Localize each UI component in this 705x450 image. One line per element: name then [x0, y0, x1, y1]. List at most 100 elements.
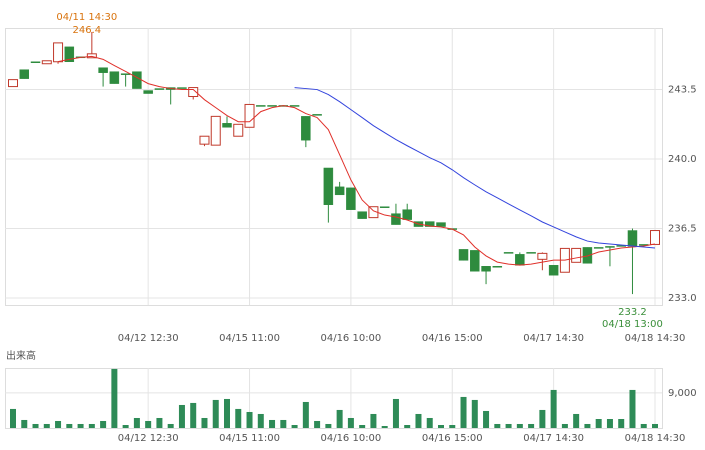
volume-bar — [528, 423, 535, 428]
candle-body — [98, 67, 108, 73]
moving-average-line — [57, 55, 656, 266]
x-tick-label: 04/16 10:00 — [320, 433, 381, 444]
y-tick-label: 233.0 — [668, 293, 697, 304]
candle-body — [244, 103, 255, 128]
candle-body — [503, 252, 514, 254]
candle-body — [650, 230, 660, 245]
volume-bar — [584, 423, 591, 428]
candle-body — [334, 186, 345, 196]
volume-bar — [156, 417, 163, 428]
volume-bar — [415, 413, 422, 428]
candle-body — [357, 211, 367, 219]
volume-bar — [43, 423, 50, 428]
volume-bar — [88, 423, 95, 428]
volume-bar — [133, 417, 140, 428]
candle-body — [109, 71, 120, 84]
x-tick-label: 04/12 12:30 — [118, 333, 179, 344]
moving-average-line — [294, 87, 656, 249]
candle-body — [391, 213, 401, 225]
candle-body — [582, 247, 593, 264]
volume-bar — [314, 420, 321, 428]
candle-body — [53, 42, 64, 63]
candle-body — [481, 266, 491, 272]
x-tick-label: 04/15 11:00 — [219, 333, 280, 344]
volume-bar — [10, 408, 16, 428]
volume-bar — [652, 423, 658, 428]
volume-bar — [201, 417, 208, 428]
volume-bar — [449, 425, 456, 428]
low-value-label: 233.2 — [618, 307, 647, 318]
candle-body — [492, 266, 503, 268]
candle-body — [458, 249, 469, 261]
candle-body — [86, 53, 97, 59]
volume-bar — [280, 419, 287, 428]
candle-body — [199, 135, 210, 145]
x-tick-label: 04/12 12:30 — [118, 433, 179, 444]
volume-bar — [606, 419, 613, 428]
candle-body — [267, 105, 277, 107]
candle-body — [379, 206, 390, 208]
candle-body — [143, 90, 153, 94]
high-value-label: 246.4 — [73, 25, 102, 36]
volume-bar — [235, 408, 242, 428]
candle-body — [64, 46, 75, 63]
high-time-label: 04/11 14:30 — [56, 12, 117, 23]
candle-body — [177, 87, 187, 89]
candle-body — [312, 114, 322, 116]
candle-body — [8, 79, 18, 88]
volume-bar — [145, 420, 152, 428]
volume-bar — [302, 401, 309, 428]
volume-bar — [66, 423, 73, 428]
x-tick-label: 04/16 15:00 — [422, 433, 483, 444]
candle-body — [132, 71, 142, 89]
candle-body — [526, 252, 536, 254]
volume-bar — [561, 423, 568, 428]
volume-bar — [100, 420, 107, 428]
volume-bar — [483, 410, 490, 428]
volume-bar — [516, 423, 523, 428]
volume-bar — [460, 396, 467, 428]
volume-bar — [505, 423, 512, 428]
volume-bar — [347, 417, 354, 428]
volume-bar — [291, 425, 298, 428]
volume-title: 出来高 — [6, 349, 36, 362]
volume-bar — [381, 426, 388, 428]
volume-bar — [640, 423, 647, 428]
candle-body — [593, 247, 604, 249]
candle-body — [436, 222, 446, 227]
volume-bar — [550, 389, 557, 428]
candle-body — [19, 69, 30, 79]
x-tick-label: 04/17 14:30 — [523, 433, 584, 444]
volume-bar — [77, 423, 84, 428]
candle-body — [571, 247, 582, 263]
volume-bar — [618, 419, 625, 428]
y-tick-label: 9,000 — [668, 388, 697, 399]
volume-bar — [178, 404, 185, 428]
candle-body — [222, 123, 232, 128]
price-frame — [5, 28, 663, 306]
candle-body — [548, 265, 559, 276]
volume-bar — [269, 419, 276, 428]
volume-bar — [370, 413, 377, 428]
volume-bar — [111, 368, 118, 428]
candle-body — [301, 116, 311, 141]
candle-body — [424, 221, 435, 227]
candle-body — [627, 230, 638, 247]
candle-body — [515, 254, 525, 266]
volume-frame — [5, 368, 663, 429]
volume-bar — [438, 425, 444, 428]
candle-body — [402, 209, 412, 220]
volume-bar — [224, 398, 230, 428]
candle-body — [41, 60, 52, 65]
x-tick-label: 04/17 14:30 — [523, 333, 584, 344]
volume-bar — [122, 425, 129, 428]
x-tick-label: 04/16 10:00 — [320, 333, 381, 344]
volume-bar — [336, 409, 343, 428]
volume-bar — [539, 409, 546, 428]
candle-body — [470, 250, 480, 272]
candle-body — [289, 105, 300, 107]
candle-body — [346, 187, 356, 210]
candle-body — [210, 115, 221, 146]
volume-bar — [629, 389, 636, 428]
